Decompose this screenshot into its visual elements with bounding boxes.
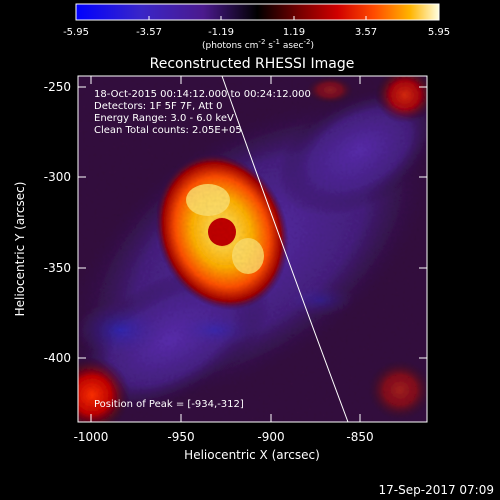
x-axis-label: Heliocentric X (arcsec)	[184, 448, 320, 462]
peak-position-label: Position of Peak = [-934,-312]	[94, 399, 244, 410]
colorbar-tick-label: -5.95	[63, 27, 89, 38]
plot-frame	[77, 75, 428, 423]
colorbar-units: (photons cm-2 s-1 asec-2)	[202, 38, 314, 51]
y-axis-ticks	[78, 86, 427, 359]
info-line-clean-counts: Clean Total counts: 2.05E+05	[94, 125, 242, 136]
x-tick-label: -950	[167, 430, 194, 444]
y-axis-label: Heliocentric Y (arcsec)	[13, 182, 27, 317]
y-tick-label: -300	[44, 170, 71, 184]
y-tick-label: -350	[44, 261, 71, 275]
colorbar-tick-label: 3.57	[355, 27, 377, 38]
observation-info: 18-Oct-2015 00:14:12.000 to 00:24:12.000…	[94, 89, 311, 136]
timestamp: 17-Sep-2017 07:09	[379, 483, 494, 497]
colorbar: -5.95 -3.57 -1.19 1.19 3.57 5.95 (photon…	[63, 3, 450, 51]
colorbar-ticks	[75, 16, 440, 20]
info-line-detectors: Detectors: 1F 5F 7F, Att 0	[94, 101, 222, 112]
colorbar-tick-label: -1.19	[208, 27, 234, 38]
solar-limb-line	[221, 76, 349, 422]
info-line-time-range: 18-Oct-2015 00:14:12.000 to 00:24:12.000	[94, 89, 311, 100]
colorbar-tick-label: 1.19	[283, 27, 305, 38]
image-plot	[78, 76, 427, 422]
x-tick-label: -1000	[74, 430, 109, 444]
colorbar-tick-label: -3.57	[136, 27, 162, 38]
x-tick-label: -850	[346, 430, 373, 444]
info-line-energy-range: Energy Range: 3.0 - 6.0 keV	[94, 113, 234, 124]
colorbar-gradient	[75, 3, 440, 21]
colorbar-tick-label: 5.95	[428, 27, 450, 38]
x-tick-label: -900	[257, 430, 284, 444]
image-title: Reconstructed RHESSI Image	[150, 56, 355, 72]
y-tick-label: -400	[44, 351, 71, 365]
x-axis-ticks	[90, 76, 361, 422]
y-tick-label: -250	[44, 80, 71, 94]
